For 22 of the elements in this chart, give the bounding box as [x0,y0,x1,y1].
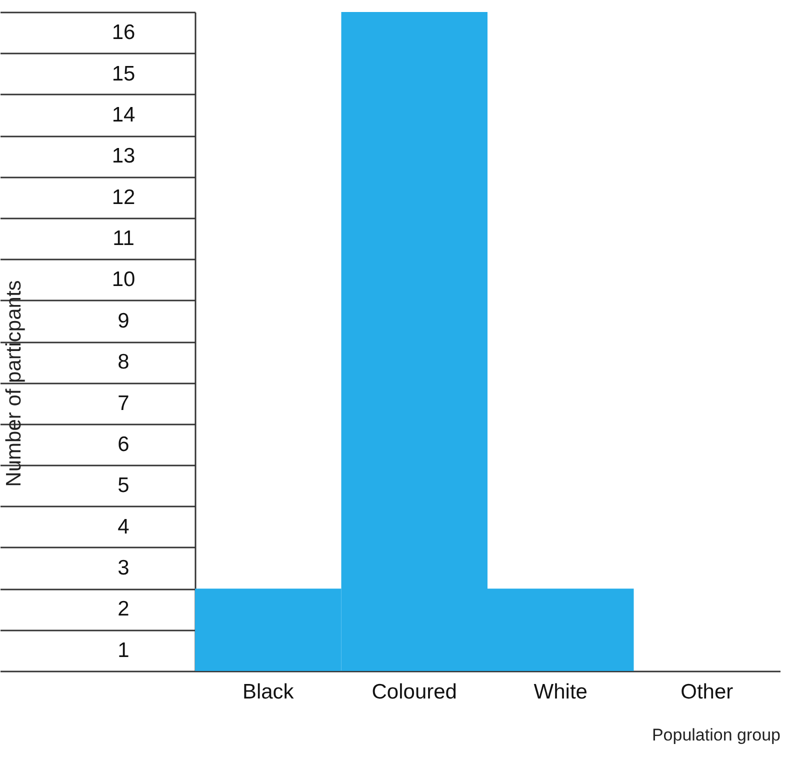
y-tick-label: 8 [118,350,130,374]
y-tick-label: 9 [118,309,130,332]
y-tick-label: 14 [112,103,136,126]
y-tick-label: 10 [112,268,136,292]
x-tick-label: White [534,680,588,704]
y-tick-label: 15 [112,62,136,86]
y-tick-label: 6 [118,432,130,456]
y-tick-label: 3 [118,556,130,580]
y-tick-label: 5 [118,474,130,498]
y-tick-label: 7 [118,392,130,415]
y-tick-label: 2 [118,598,130,621]
y-tick-label: 1 [118,638,130,662]
x-tick-label: Coloured [372,680,457,704]
y-tick-label: 4 [118,515,130,538]
x-axis-title: Population group [652,726,780,744]
x-tick-label: Black [242,680,294,704]
x-tick-label: Other [680,680,734,704]
y-axis-title: Number of particpants [2,280,26,487]
y-tick-label: 12 [112,186,136,209]
y-tick-label: 16 [112,21,136,44]
y-tick-label: 11 [112,227,134,250]
y-tick-label: 13 [112,144,136,168]
